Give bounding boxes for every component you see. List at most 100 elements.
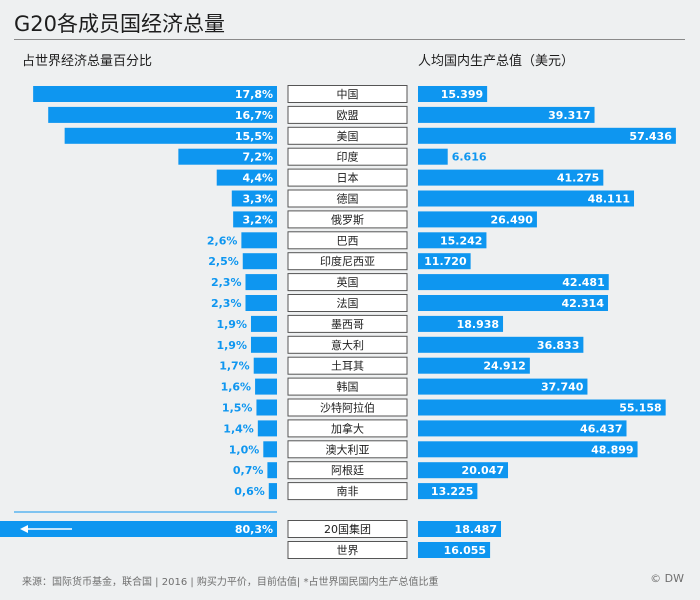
category-label: 巴西 [337, 234, 359, 247]
gdp-bar [418, 483, 478, 500]
gdp-bar [418, 295, 608, 311]
share-bar [64, 127, 278, 144]
share-bar [178, 148, 277, 165]
share-label: 1,6% [221, 381, 252, 394]
category-label: 中国 [337, 88, 359, 101]
category-label: 日本 [337, 171, 359, 185]
gdp-bar [418, 274, 609, 291]
share-label: 2,5% [208, 255, 239, 268]
category-label: 印度 [337, 150, 359, 164]
share-label: 1,9% [216, 339, 247, 352]
category-box [287, 482, 408, 501]
chart-title: G20各成员国经济总量 [14, 12, 225, 36]
category-label: 世界 [337, 544, 359, 557]
share-bar [268, 483, 277, 500]
category-box [287, 356, 408, 375]
share-label: 17,8% [235, 88, 273, 101]
share-label: 15,5% [235, 130, 273, 143]
category-box [287, 105, 408, 124]
share-bar [216, 169, 277, 186]
gdp-bar [418, 315, 504, 332]
category-label: 法国 [337, 296, 359, 310]
dw-logo: © DW [650, 572, 684, 585]
share-label: 0,6% [234, 485, 265, 498]
category-label: 南非 [337, 485, 359, 498]
gdp-label: 15.399 [441, 88, 483, 101]
gdp-bar [418, 542, 491, 558]
gdp-label: 42.314 [562, 297, 605, 310]
category-box [287, 168, 408, 187]
share-bar [48, 106, 278, 123]
gdp-bar [418, 106, 595, 123]
gdp-bar [418, 521, 502, 537]
category-box [287, 520, 408, 538]
gdp-bar [418, 148, 448, 165]
share-label: 1,9% [216, 318, 247, 331]
category-box [287, 126, 408, 145]
category-label: 欧盟 [337, 109, 359, 122]
gdp-bar [418, 399, 666, 416]
category-box [287, 85, 408, 103]
category-box [287, 273, 408, 292]
share-bar [253, 357, 277, 374]
share-label: 16,7% [235, 109, 273, 122]
category-box [287, 210, 408, 229]
category-label: 土耳其 [331, 360, 364, 373]
right-panel-subtitle: 人均国内生产总值（美元） [418, 54, 575, 69]
gdp-label: 26.490 [490, 213, 533, 226]
category-label: 澳大利亚 [326, 442, 370, 456]
gdp-bar [418, 253, 471, 270]
gdp-bar [418, 169, 604, 186]
category-box [287, 294, 408, 312]
share-bar [250, 336, 277, 353]
share-bar [256, 399, 277, 416]
gdp-bar [418, 462, 509, 479]
category-label: 德国 [337, 192, 359, 206]
share-bar [255, 378, 277, 395]
gdp-label: 36.833 [537, 339, 579, 352]
share-label: 1,7% [219, 360, 250, 373]
category-box [287, 398, 408, 417]
gdp-bar [418, 211, 537, 228]
gdp-label: 42.481 [562, 276, 604, 289]
category-label: 英国 [337, 275, 359, 289]
category-box [287, 541, 408, 559]
share-label: 3,3% [242, 193, 273, 206]
share-bar [245, 295, 277, 311]
share-bar [33, 86, 277, 102]
gdp-label: 37.740 [541, 381, 584, 394]
category-box [287, 252, 408, 271]
category-box [287, 461, 408, 480]
gdp-label: 48.111 [588, 193, 630, 206]
gdp-label: 15.242 [440, 234, 482, 247]
gdp-label: 6.616 [452, 151, 487, 164]
share-bar [250, 315, 277, 332]
category-label: 意大利 [331, 338, 364, 352]
share-bar [233, 211, 277, 228]
gdp-bar [418, 420, 627, 437]
share-label: 2,3% [211, 297, 242, 310]
gdp-bar [418, 441, 638, 458]
gdp-label: 24.912 [483, 360, 525, 373]
category-label: 俄罗斯 [331, 213, 364, 226]
gdp-label: 41.275 [557, 172, 599, 185]
category-label: 墨西哥 [331, 318, 364, 331]
category-box [287, 440, 408, 459]
category-label: 阿根廷 [331, 463, 364, 477]
category-box [287, 314, 408, 333]
category-box [287, 231, 408, 250]
category-label: 加拿大 [331, 421, 364, 435]
category-label: 沙特阿拉伯 [320, 401, 375, 415]
share-label: 1,5% [222, 402, 253, 415]
share-label: 7,2% [242, 151, 273, 164]
gdp-bar [418, 86, 488, 102]
gdp-bar [418, 127, 676, 144]
share-label: 80,3% [235, 523, 273, 536]
category-box [287, 147, 408, 166]
share-label: 1,4% [223, 422, 254, 435]
category-box [287, 377, 408, 396]
category-box [287, 189, 408, 208]
gdp-bar [418, 232, 487, 249]
share-bar [267, 462, 277, 479]
